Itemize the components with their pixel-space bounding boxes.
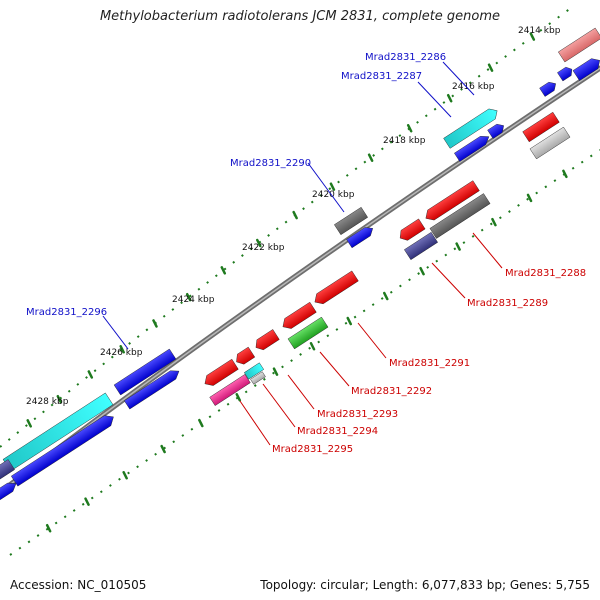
major-tick-mark	[491, 217, 497, 227]
major-tick-mark	[45, 523, 52, 533]
major-tick-mark	[455, 242, 461, 251]
gene-feature[interactable]	[113, 348, 177, 396]
gene-feature[interactable]	[423, 180, 480, 224]
accession-value: NC_010505	[77, 578, 147, 592]
tick-label-2420: 2420 kbp	[312, 190, 355, 200]
tick-label-2424: 2424 kbp	[172, 295, 215, 305]
gene-feature[interactable]	[202, 358, 239, 389]
reverse-strand-genes	[202, 111, 571, 406]
scale-tick-guides	[0, 4, 600, 556]
major-tick-mark	[198, 418, 204, 428]
topology-value: circular;	[320, 578, 369, 592]
scale-labels: 2414 kbp 2416 kbp 2418 kbp 2420 kbp 2422…	[26, 26, 561, 407]
gene-label[interactable]: Mrad2831_2291	[389, 358, 470, 369]
major-tick-mark	[235, 393, 242, 402]
major-tick-mark	[562, 169, 568, 179]
gene-label[interactable]: Mrad2831_2288	[505, 268, 586, 279]
tick-label-2414: 2414 kbp	[518, 26, 561, 36]
gene-feature[interactable]	[522, 111, 560, 143]
topology-label: Topology:	[260, 578, 317, 592]
gene-label[interactable]: Mrad2831_2287	[341, 71, 422, 82]
gene-feature[interactable]	[429, 193, 491, 239]
length-label: Length:	[372, 578, 419, 592]
gene-feature[interactable]	[558, 27, 600, 63]
gene-label[interactable]: Mrad2831_2294	[297, 426, 378, 437]
gene-label[interactable]: Mrad2831_2286	[365, 52, 446, 63]
major-tick-mark	[26, 419, 32, 428]
gene-feature[interactable]	[312, 270, 359, 307]
major-tick-mark	[272, 367, 279, 376]
label-leaders	[102, 61, 503, 446]
gene-feature[interactable]	[557, 65, 574, 82]
major-tick-mark	[87, 370, 94, 379]
tick-label-2416: 2416 kbp	[452, 82, 495, 92]
genome-stats: Topology: circular; Length: 6,077,833 bp…	[260, 578, 590, 592]
genes-value: 5,755	[555, 578, 590, 592]
major-tick-mark	[446, 93, 453, 103]
major-tick-mark	[122, 471, 128, 480]
major-tick-mark	[406, 124, 413, 133]
gene-label[interactable]: Mrad2831_2293	[317, 409, 398, 420]
gene-labels: Mrad2831_2286 Mrad2831_2287 Mrad2831_229…	[26, 52, 586, 455]
major-tick-mark	[292, 210, 298, 220]
gene-feature[interactable]	[572, 55, 600, 81]
tick-label-2428: 2428 kbp	[26, 397, 69, 407]
length-value: 6,077,833 bp;	[421, 578, 507, 592]
gene-label[interactable]: Mrad2831_2289	[467, 298, 548, 309]
major-tick-mark	[529, 32, 536, 41]
gene-feature[interactable]	[253, 329, 280, 352]
major-tick-mark	[56, 394, 63, 404]
gene-feature[interactable]	[280, 301, 317, 332]
gene-feature[interactable]	[209, 374, 251, 406]
gene-label[interactable]: Mrad2831_2295	[272, 444, 353, 455]
major-tick-mark	[329, 182, 336, 191]
gene-feature[interactable]	[404, 231, 438, 261]
major-tick-mark	[152, 319, 158, 328]
gene-label[interactable]: Mrad2831_2296	[26, 307, 107, 318]
gene-feature[interactable]	[124, 367, 181, 410]
genes-label: Genes:	[509, 578, 552, 592]
major-tick-mark	[220, 266, 227, 275]
gene-feature[interactable]	[243, 362, 265, 380]
forward-strand-genes	[0, 27, 600, 502]
scale-tick-marks	[26, 32, 568, 533]
map-title: Methylobacterium radiotolerans JCM 2831,…	[99, 9, 501, 24]
gene-feature[interactable]	[397, 218, 426, 243]
gene-label[interactable]: Mrad2831_2290	[230, 158, 311, 169]
gene-feature[interactable]	[0, 479, 19, 502]
tick-label-2418: 2418 kbp	[383, 136, 426, 146]
major-tick-mark	[526, 193, 533, 203]
gene-feature[interactable]	[529, 126, 571, 160]
major-tick-mark	[367, 153, 374, 162]
major-tick-mark	[84, 497, 90, 506]
gene-feature[interactable]	[0, 459, 15, 481]
gene-feature[interactable]	[287, 316, 329, 350]
major-tick-mark	[119, 345, 125, 354]
gene-label[interactable]: Mrad2831_2292	[351, 386, 432, 397]
major-tick-mark	[185, 292, 192, 302]
gene-feature[interactable]	[334, 206, 368, 236]
major-tick-mark	[487, 63, 494, 72]
gene-feature[interactable]	[454, 132, 491, 162]
gene-feature[interactable]	[487, 121, 507, 139]
major-tick-mark	[383, 291, 389, 301]
gene-feature[interactable]	[539, 79, 559, 97]
accession-info: Accession: NC_010505	[10, 578, 146, 592]
gene-feature[interactable]	[250, 371, 266, 385]
major-tick-mark	[309, 342, 316, 351]
major-tick-mark	[346, 316, 353, 326]
gene-feature[interactable]	[443, 106, 501, 149]
gene-feature[interactable]	[346, 224, 376, 249]
tick-label-2426: 2426 kbp	[100, 348, 143, 358]
accession-label: Accession:	[10, 578, 74, 592]
gene-feature[interactable]	[233, 346, 256, 367]
major-tick-mark	[419, 266, 425, 276]
gene-feature[interactable]	[10, 412, 116, 487]
major-tick-mark	[160, 444, 166, 454]
major-tick-mark	[256, 238, 262, 248]
tick-label-2422: 2422 kbp	[242, 243, 285, 253]
